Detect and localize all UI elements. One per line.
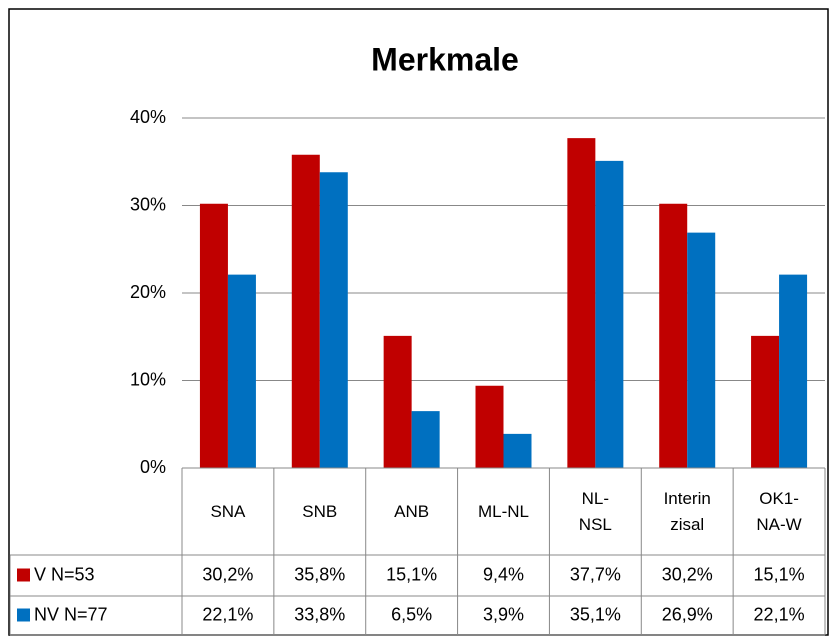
data-label: 22,1% xyxy=(202,604,253,624)
legend-label: V N=53 xyxy=(34,564,95,584)
data-label: 15,1% xyxy=(754,564,805,584)
bar xyxy=(411,411,440,468)
bar xyxy=(779,274,808,468)
data-label: 30,2% xyxy=(202,564,253,584)
x-tick-label: ML-NL xyxy=(477,501,529,521)
bar xyxy=(751,335,780,468)
bar xyxy=(291,154,320,468)
y-tick-label: 20% xyxy=(130,282,166,302)
data-label: 35,1% xyxy=(570,604,621,624)
bar xyxy=(227,274,256,468)
x-tick-label: SNB xyxy=(302,501,338,521)
data-label: 33,8% xyxy=(294,604,345,624)
data-label: 9,4% xyxy=(483,564,524,584)
bar xyxy=(659,203,688,468)
bar xyxy=(199,203,228,468)
legend-key xyxy=(17,608,30,622)
x-tick-label: ANB xyxy=(394,501,430,521)
bar xyxy=(687,232,716,468)
legend-label: NV N=77 xyxy=(34,604,108,624)
bar xyxy=(595,160,624,468)
bar xyxy=(503,433,532,468)
legend-key xyxy=(17,568,30,582)
data-label: 35,8% xyxy=(294,564,345,584)
data-label: 26,9% xyxy=(662,604,713,624)
bar xyxy=(567,138,596,468)
chart-title: Merkmale xyxy=(371,41,519,77)
data-label: 22,1% xyxy=(754,604,805,624)
y-tick-label: 10% xyxy=(130,369,166,389)
bar xyxy=(319,172,348,468)
data-label: 37,7% xyxy=(570,564,621,584)
y-tick-label: 40% xyxy=(130,107,166,127)
bar xyxy=(475,385,504,468)
data-label: 15,1% xyxy=(386,564,437,584)
data-label: 3,9% xyxy=(483,604,524,624)
y-tick-label: 0% xyxy=(140,457,166,477)
data-label: 6,5% xyxy=(391,604,432,624)
data-label: 30,2% xyxy=(662,564,713,584)
x-tick-label: NL-NSL xyxy=(578,488,612,534)
x-tick-label: SNA xyxy=(210,501,246,521)
x-tick-label: Interinzisal xyxy=(663,488,711,534)
x-tick-label: OK1-NA-W xyxy=(756,488,802,534)
y-tick-label: 30% xyxy=(130,194,166,214)
bar xyxy=(383,335,412,468)
